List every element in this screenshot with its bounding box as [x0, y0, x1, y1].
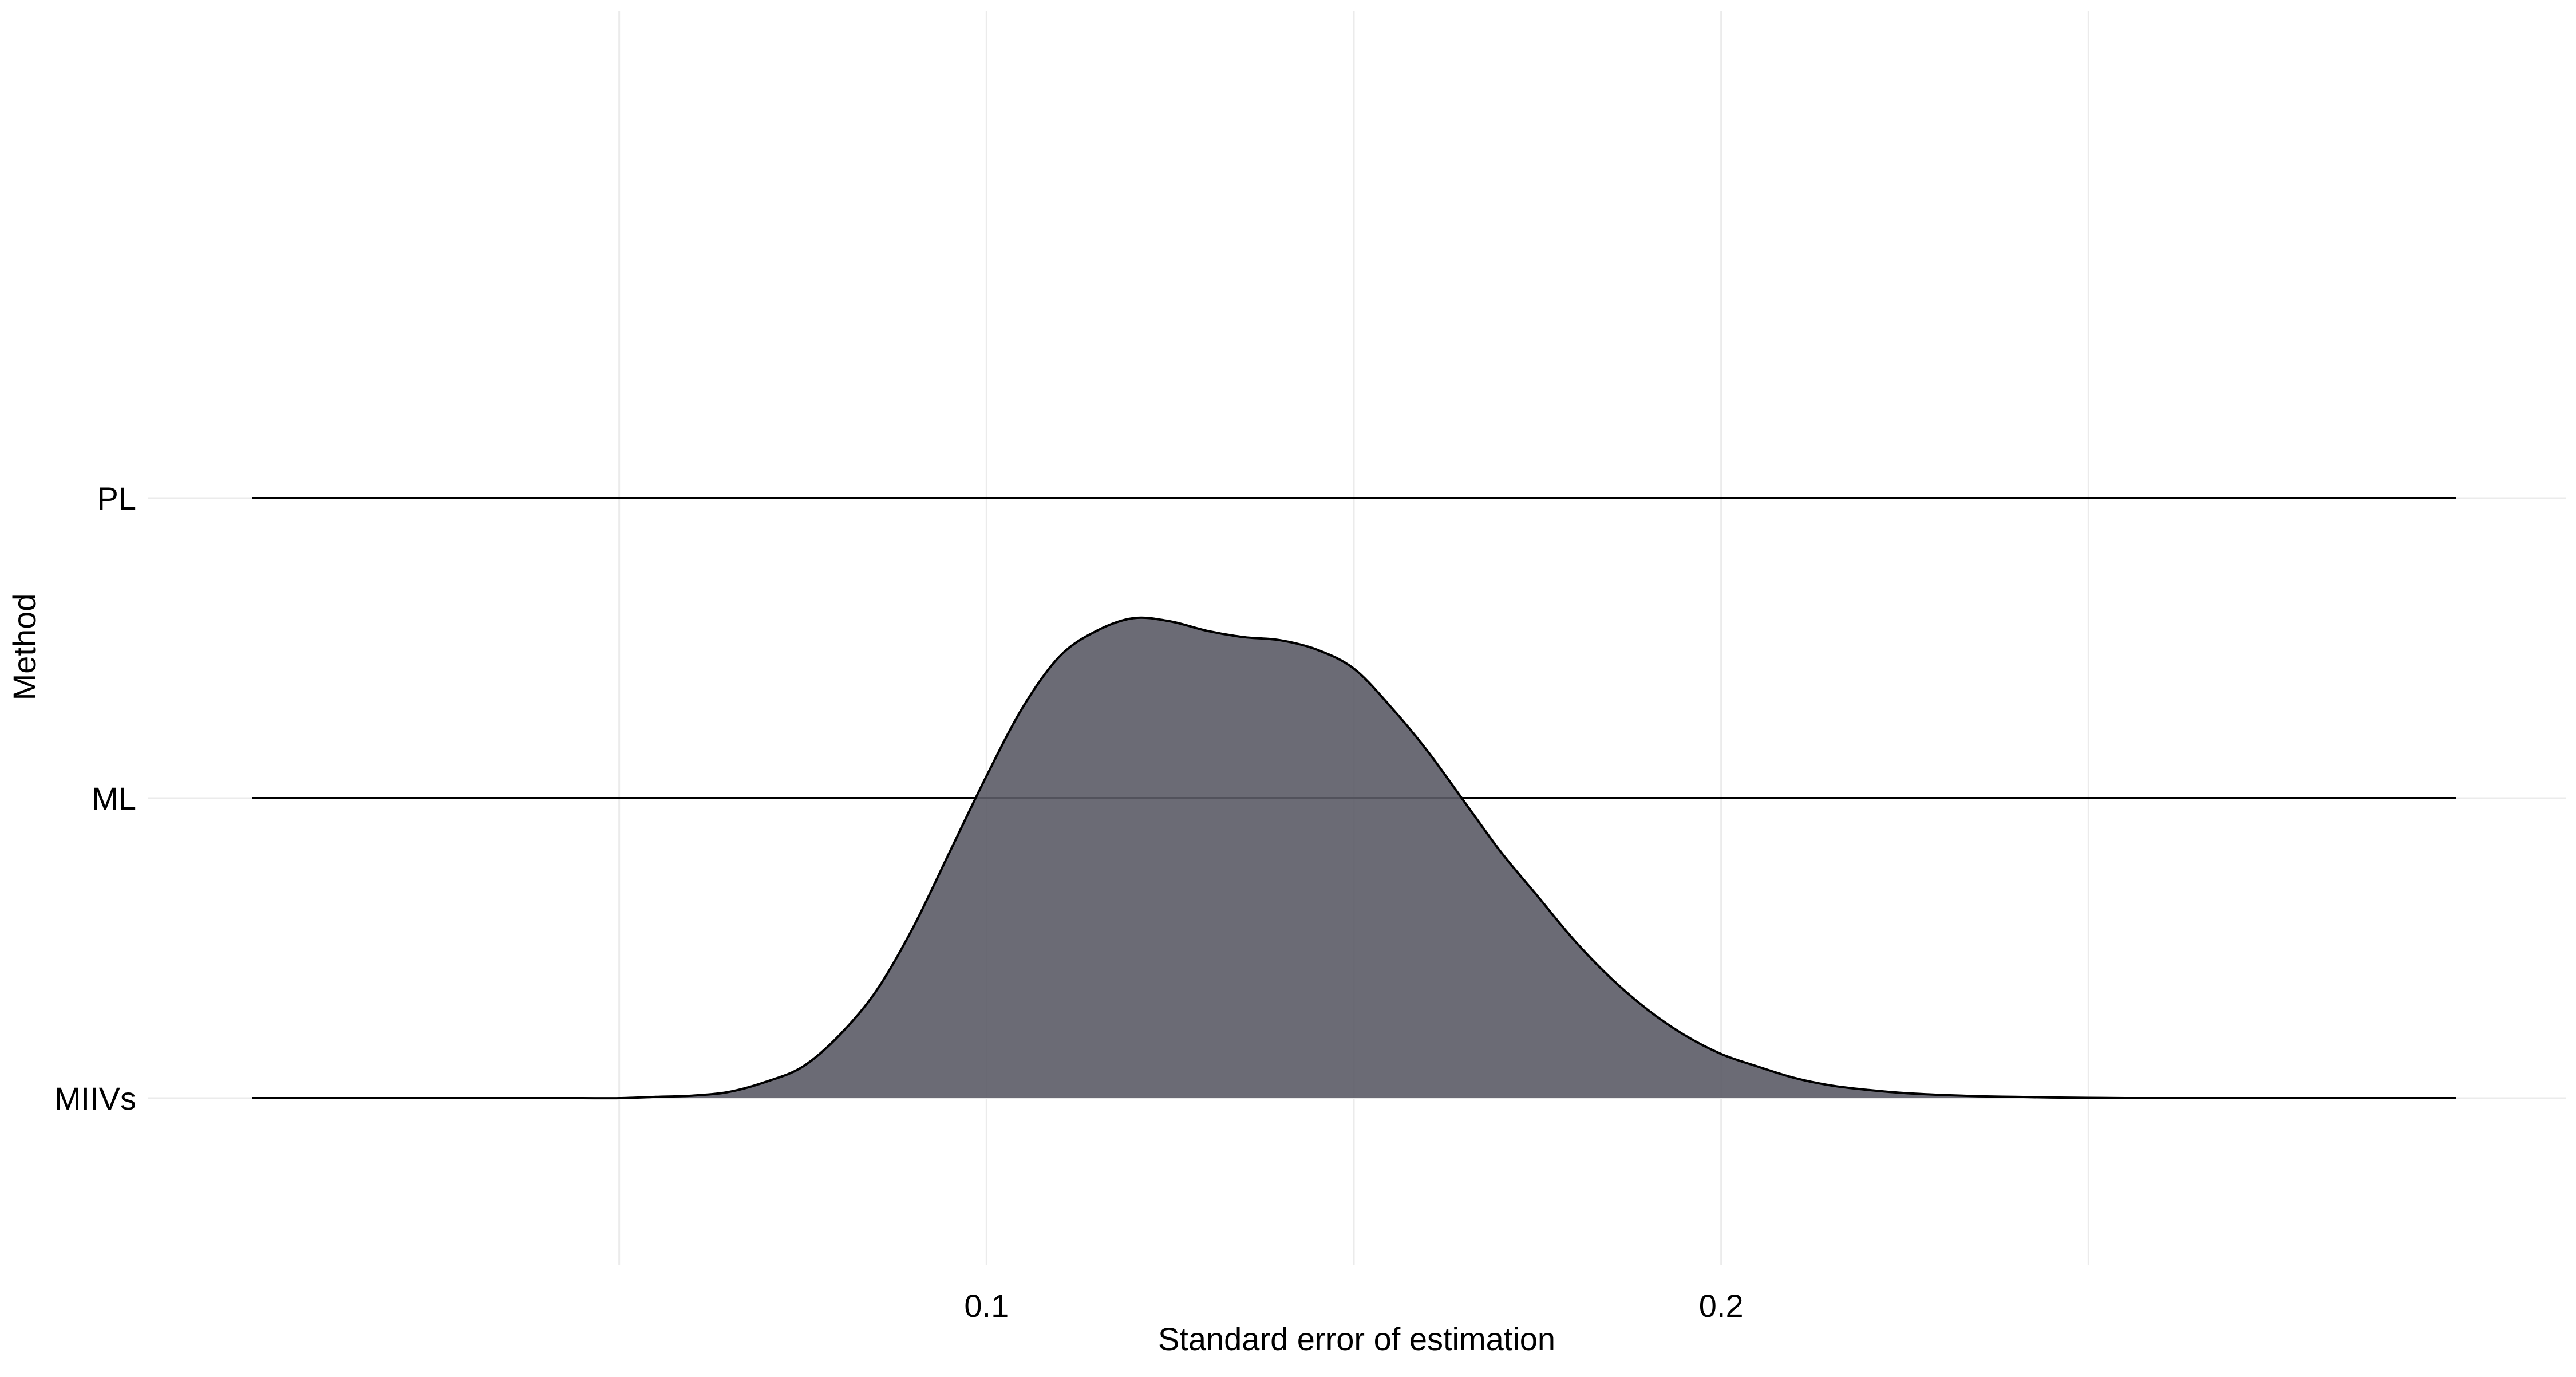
- y-tick-label: PL: [97, 480, 137, 516]
- y-axis-title: Method: [6, 594, 42, 701]
- y-axis-tick-labels: MIIVs ML PL: [54, 480, 136, 1116]
- x-axis-tick-labels: 0.1 0.2: [964, 1288, 1743, 1324]
- ridge-miivs: [251, 616, 2456, 1100]
- ridge-outline-miivs: [251, 616, 2456, 1100]
- ridge-area-miivs: [252, 617, 2456, 1099]
- x-axis-title: Standard error of estimation: [1158, 1321, 1555, 1357]
- y-tick-label: ML: [92, 780, 136, 816]
- density-ridges: [251, 496, 2456, 1100]
- x-tick-label: 0.1: [964, 1288, 1009, 1324]
- x-tick-label: 0.2: [1699, 1288, 1744, 1324]
- y-tick-label: MIIVs: [54, 1080, 136, 1116]
